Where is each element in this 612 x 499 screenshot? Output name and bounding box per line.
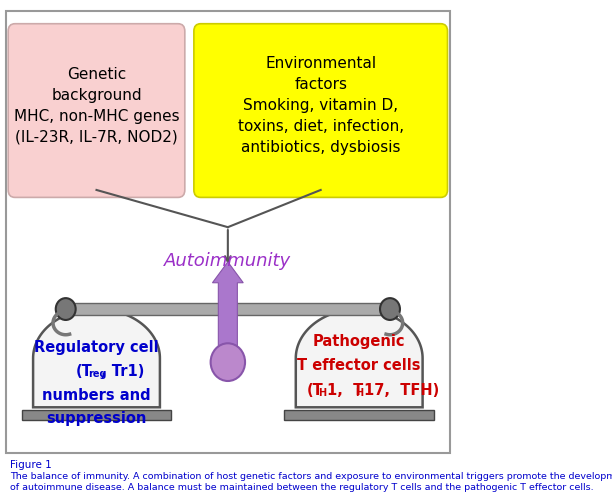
- Text: reg: reg: [88, 369, 107, 379]
- Text: H: H: [355, 388, 363, 398]
- Text: numbers and: numbers and: [42, 388, 151, 403]
- Text: Genetic
background
MHC, non-MHC genes
(IL-23R, IL-7R, NOD2): Genetic background MHC, non-MHC genes (I…: [13, 66, 179, 145]
- Text: (T: (T: [76, 364, 93, 379]
- Bar: [285, 410, 434, 420]
- Text: The balance of immunity. A combination of host genetic factors and exposure to e: The balance of immunity. A combination o…: [10, 472, 612, 481]
- Text: suppression: suppression: [47, 411, 147, 426]
- Text: Figure 1: Figure 1: [10, 461, 52, 471]
- Text: T effector cells: T effector cells: [297, 358, 421, 373]
- Text: (T: (T: [307, 383, 324, 399]
- Bar: [22, 410, 171, 420]
- Bar: [60, 303, 395, 315]
- Circle shape: [56, 298, 76, 320]
- Text: Pathogenic: Pathogenic: [313, 334, 405, 349]
- Text: , Tr1): , Tr1): [101, 364, 144, 379]
- Circle shape: [211, 343, 245, 381]
- Bar: [6, 11, 450, 453]
- Text: Environmental
factors
Smoking, vitamin D,
toxins, diet, infection,
antibiotics, : Environmental factors Smoking, vitamin D…: [237, 56, 404, 155]
- FancyBboxPatch shape: [194, 24, 447, 198]
- Circle shape: [380, 298, 400, 320]
- Polygon shape: [296, 309, 423, 407]
- FancyArrow shape: [212, 262, 243, 346]
- Polygon shape: [33, 309, 160, 407]
- Text: of autoimmune disease. A balance must be maintained between the regulatory T cel: of autoimmune disease. A balance must be…: [10, 483, 594, 492]
- Text: Regulatory cell: Regulatory cell: [34, 340, 159, 355]
- Text: Autoimmunity: Autoimmunity: [164, 252, 291, 270]
- Text: 17,  TFH): 17, TFH): [364, 383, 439, 399]
- Text: 1,  T: 1, T: [327, 383, 363, 399]
- Text: H: H: [318, 388, 327, 398]
- FancyBboxPatch shape: [8, 24, 185, 198]
